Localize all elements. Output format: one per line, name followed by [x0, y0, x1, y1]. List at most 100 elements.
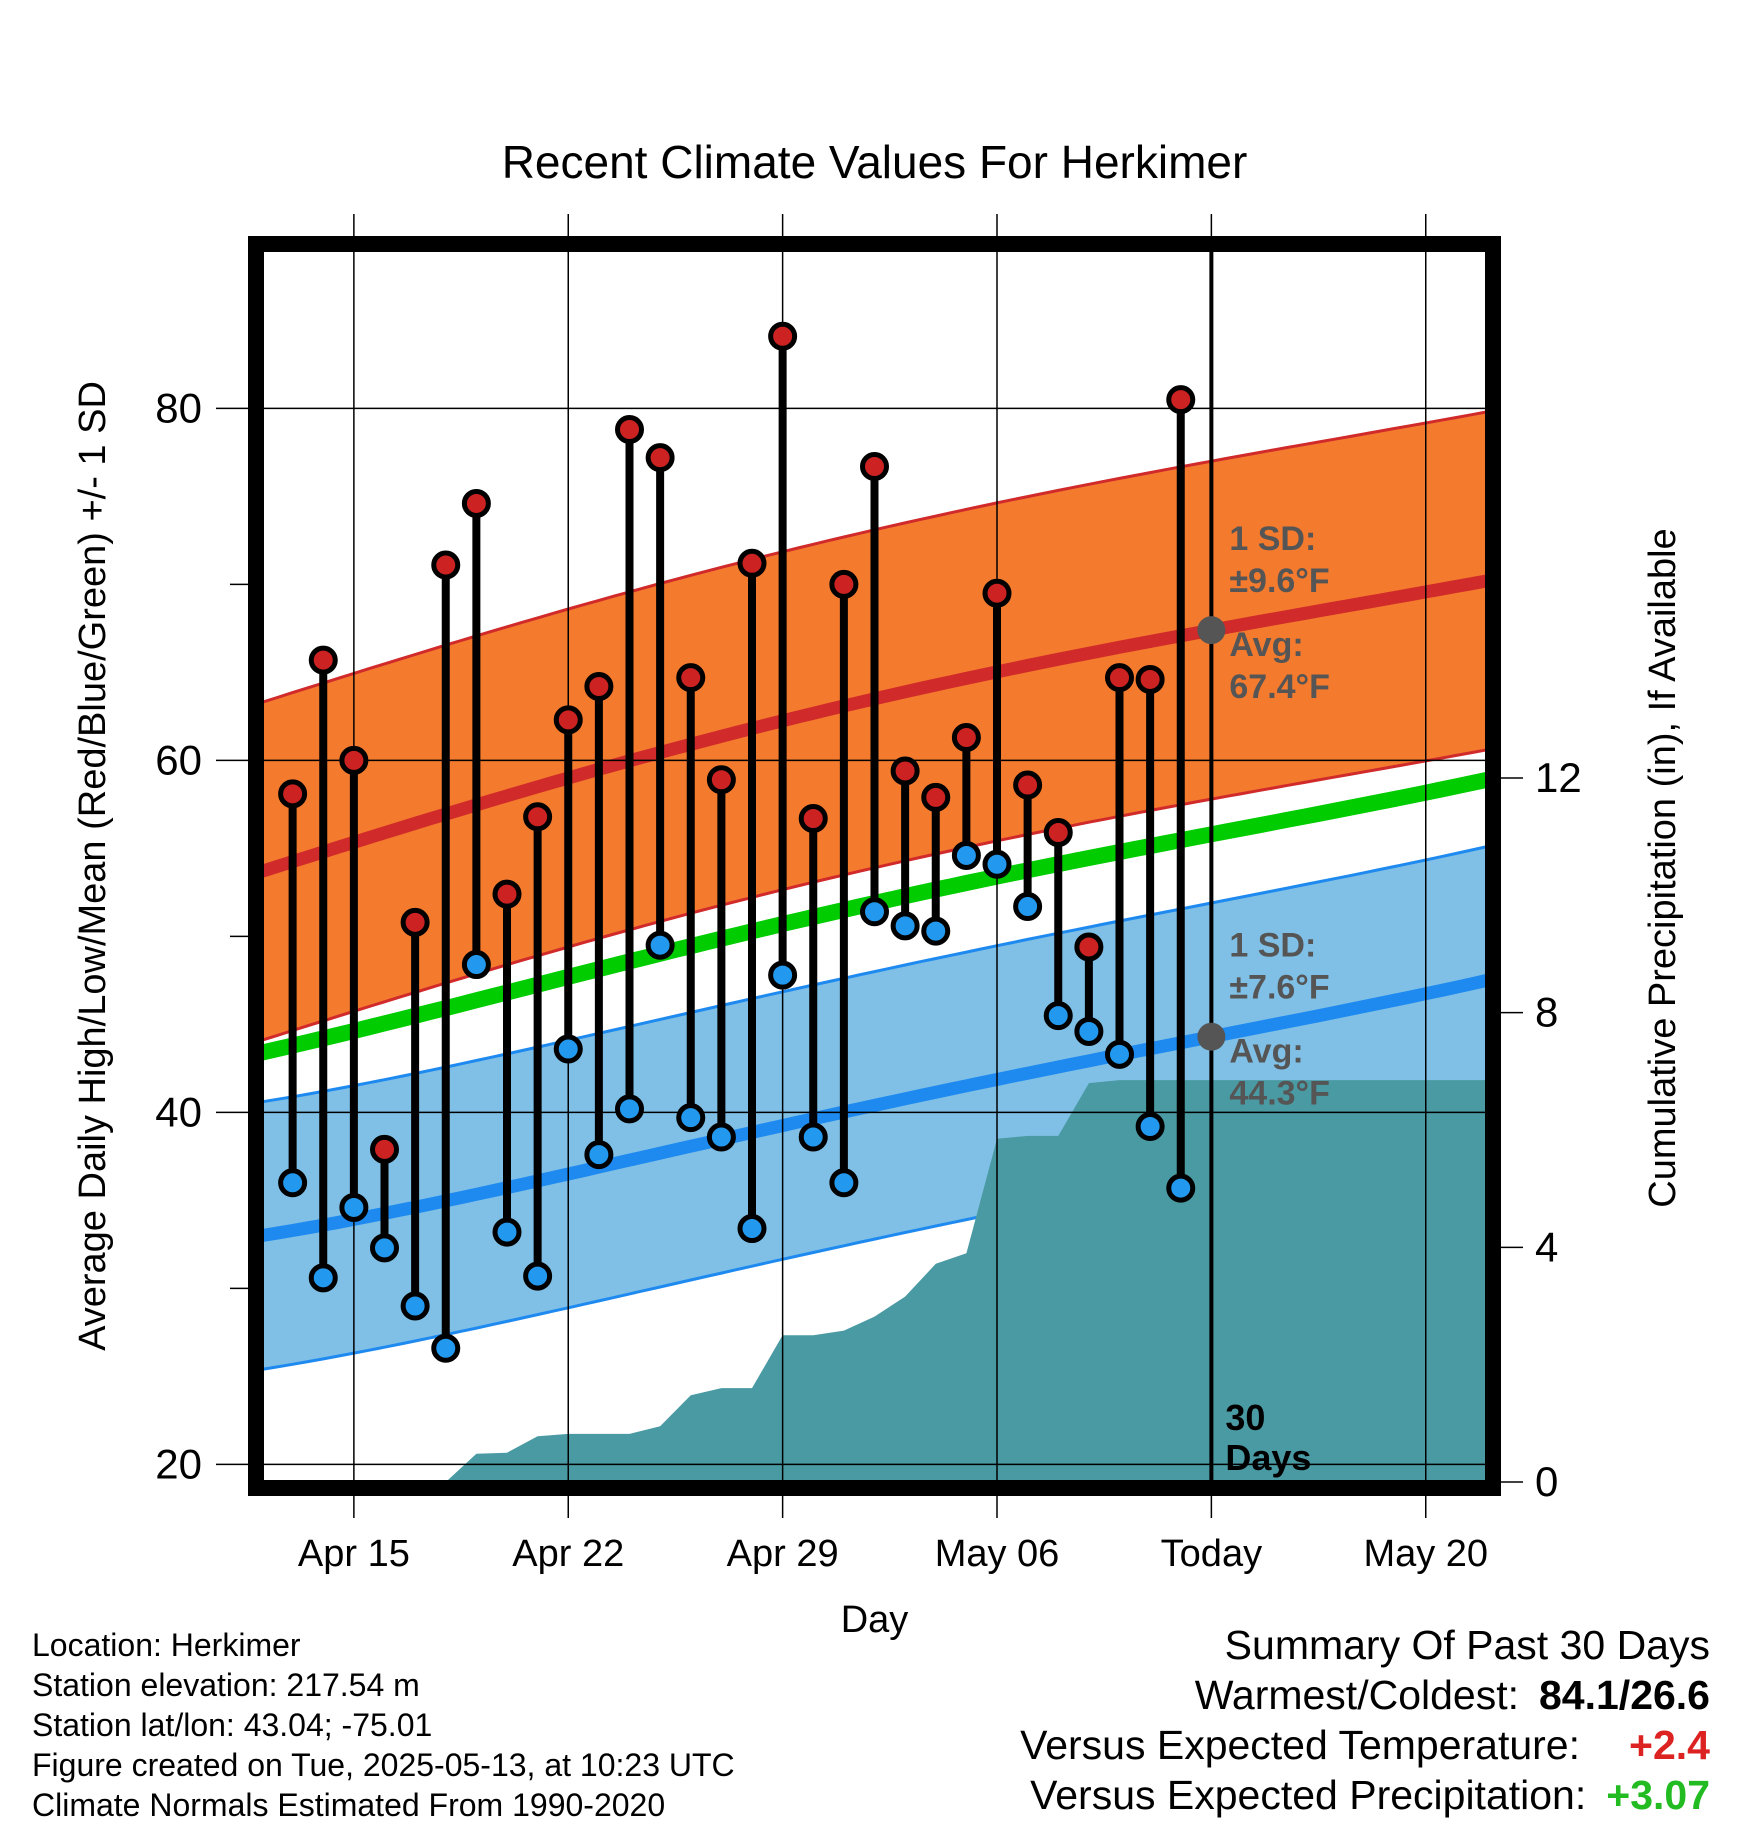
latlon-text: Station lat/lon: 43.04; -75.01	[32, 1707, 433, 1743]
x-tick-label-2: Apr 29	[727, 1533, 839, 1575]
x-tick-label-1: Apr 22	[512, 1533, 624, 1575]
low-point-28	[1135, 1111, 1165, 1141]
y-right-tick-label-0: 0	[1535, 1458, 1558, 1505]
station-info: Location: Herkimer Station elevation: 21…	[32, 1625, 735, 1825]
low-point-17	[798, 1122, 828, 1152]
high-point-23	[982, 578, 1012, 608]
precip-label: Versus Expected Precipitation:	[1030, 1772, 1587, 1818]
low-point-16	[768, 960, 798, 990]
high-point-19	[860, 451, 889, 481]
low-point-18	[829, 1168, 859, 1198]
high-point-25	[1043, 818, 1073, 848]
y-axis-left-label: Average Daily High/Low/Mean (Red/Blue/Gr…	[72, 381, 114, 1351]
high-point-4	[400, 907, 430, 937]
low-point-27	[1105, 1039, 1134, 1069]
high-point-5	[431, 550, 461, 580]
high-point-3	[370, 1134, 399, 1164]
low-point-13	[676, 1103, 706, 1133]
y-left-tick-label-40: 40	[155, 1088, 202, 1135]
low-point-29	[1166, 1173, 1196, 1203]
y-left-tick-label-20: 20	[155, 1440, 202, 1487]
today-low-avg-marker	[1197, 1022, 1226, 1051]
low-point-22	[951, 840, 981, 870]
high-point-0	[278, 779, 308, 809]
high-avg-label: Avg:	[1229, 626, 1303, 664]
low-point-2	[339, 1192, 369, 1222]
low-point-24	[1013, 891, 1043, 921]
high-point-29	[1166, 385, 1196, 415]
summary-temp-row: Versus Expected Temperature: +2.4	[1020, 1720, 1710, 1770]
normal-low-line	[260, 974, 1489, 1243]
low-point-25	[1043, 1001, 1073, 1031]
low-point-5	[431, 1333, 461, 1363]
high-point-20	[890, 756, 920, 786]
low-point-26	[1074, 1016, 1104, 1046]
elevation-text: Station elevation: 217.54 m	[32, 1667, 420, 1703]
high-point-7	[492, 879, 522, 909]
low-avg-label: Avg:	[1229, 1033, 1303, 1071]
low-avg-value: 44.3°F	[1229, 1075, 1330, 1113]
warmest-value: 84.1/26.6	[1539, 1672, 1710, 1718]
high-point-10	[584, 671, 614, 701]
low-sd-value: ±7.6°F	[1229, 969, 1329, 1007]
high-sd-label: 1 SD:	[1229, 520, 1316, 558]
cumulative-precip-area	[445, 1080, 1487, 1482]
period-label-days: Days	[1225, 1437, 1311, 1478]
low-point-10	[584, 1140, 614, 1170]
y-right-tick-label-8: 8	[1535, 989, 1558, 1036]
low-sd-upper-edge	[261, 845, 1488, 1104]
high-sd-value: ±9.6°F	[1229, 562, 1329, 600]
high-point-24	[1013, 770, 1043, 800]
x-axis-label: Day	[841, 1599, 909, 1641]
high-point-18	[829, 569, 859, 599]
x-tick-label-4: Today	[1161, 1533, 1262, 1575]
high-point-27	[1105, 663, 1134, 693]
precip-value: +3.07	[1606, 1772, 1710, 1818]
low-point-8	[523, 1261, 553, 1291]
high-point-16	[768, 321, 798, 351]
high-point-14	[706, 765, 736, 795]
created-text: Figure created on Tue, 2025-05-13, at 10…	[32, 1747, 735, 1783]
low-point-20	[890, 911, 920, 941]
high-point-1	[308, 645, 338, 675]
summary-precip-row: Versus Expected Precipitation: +3.07	[1020, 1770, 1710, 1820]
high-point-15	[737, 548, 767, 578]
normals-text: Climate Normals Estimated From 1990-2020	[32, 1787, 666, 1823]
low-point-21	[921, 916, 951, 946]
y-right-tick-label-12: 12	[1535, 754, 1582, 801]
y-right-tick-label-4: 4	[1535, 1223, 1558, 1270]
summary-panel: Summary Of Past 30 Days Warmest/Coldest:…	[1020, 1620, 1710, 1820]
high-point-12	[645, 443, 675, 473]
low-point-6	[461, 950, 491, 980]
low-point-11	[615, 1094, 644, 1124]
temp-value: +2.4	[1629, 1722, 1710, 1768]
chart-title: Recent Climate Values For Herkimer	[502, 136, 1248, 188]
today-high-avg-marker	[1197, 616, 1226, 645]
high-point-28	[1135, 664, 1165, 694]
low-point-1	[308, 1263, 338, 1293]
low-point-3	[370, 1233, 399, 1263]
high-point-13	[676, 663, 706, 693]
low-point-4	[400, 1291, 430, 1321]
summary-warmest-row: Warmest/Coldest: 84.1/26.6	[1020, 1670, 1710, 1720]
low-point-9	[553, 1034, 583, 1064]
high-point-9	[553, 705, 583, 735]
location-text: Location: Herkimer	[32, 1627, 301, 1663]
high-point-6	[461, 488, 491, 518]
low-point-7	[492, 1217, 522, 1247]
y-axis-right-label: Cumulative Precipitation (in), If Availa…	[1642, 528, 1684, 1207]
x-tick-label-5: May 20	[1363, 1533, 1488, 1575]
period-label-number: 30	[1225, 1397, 1265, 1438]
high-point-11	[615, 415, 644, 445]
summary-title: Summary Of Past 30 Days	[1224, 1622, 1710, 1668]
high-point-22	[951, 723, 981, 753]
y-left-tick-label-80: 80	[155, 384, 202, 431]
high-point-2	[339, 745, 369, 775]
low-point-0	[278, 1168, 308, 1198]
low-point-14	[706, 1122, 736, 1152]
high-point-26	[1074, 932, 1104, 962]
warmest-label: Warmest/Coldest:	[1194, 1672, 1519, 1718]
low-point-19	[860, 897, 889, 927]
low-point-15	[737, 1214, 767, 1244]
